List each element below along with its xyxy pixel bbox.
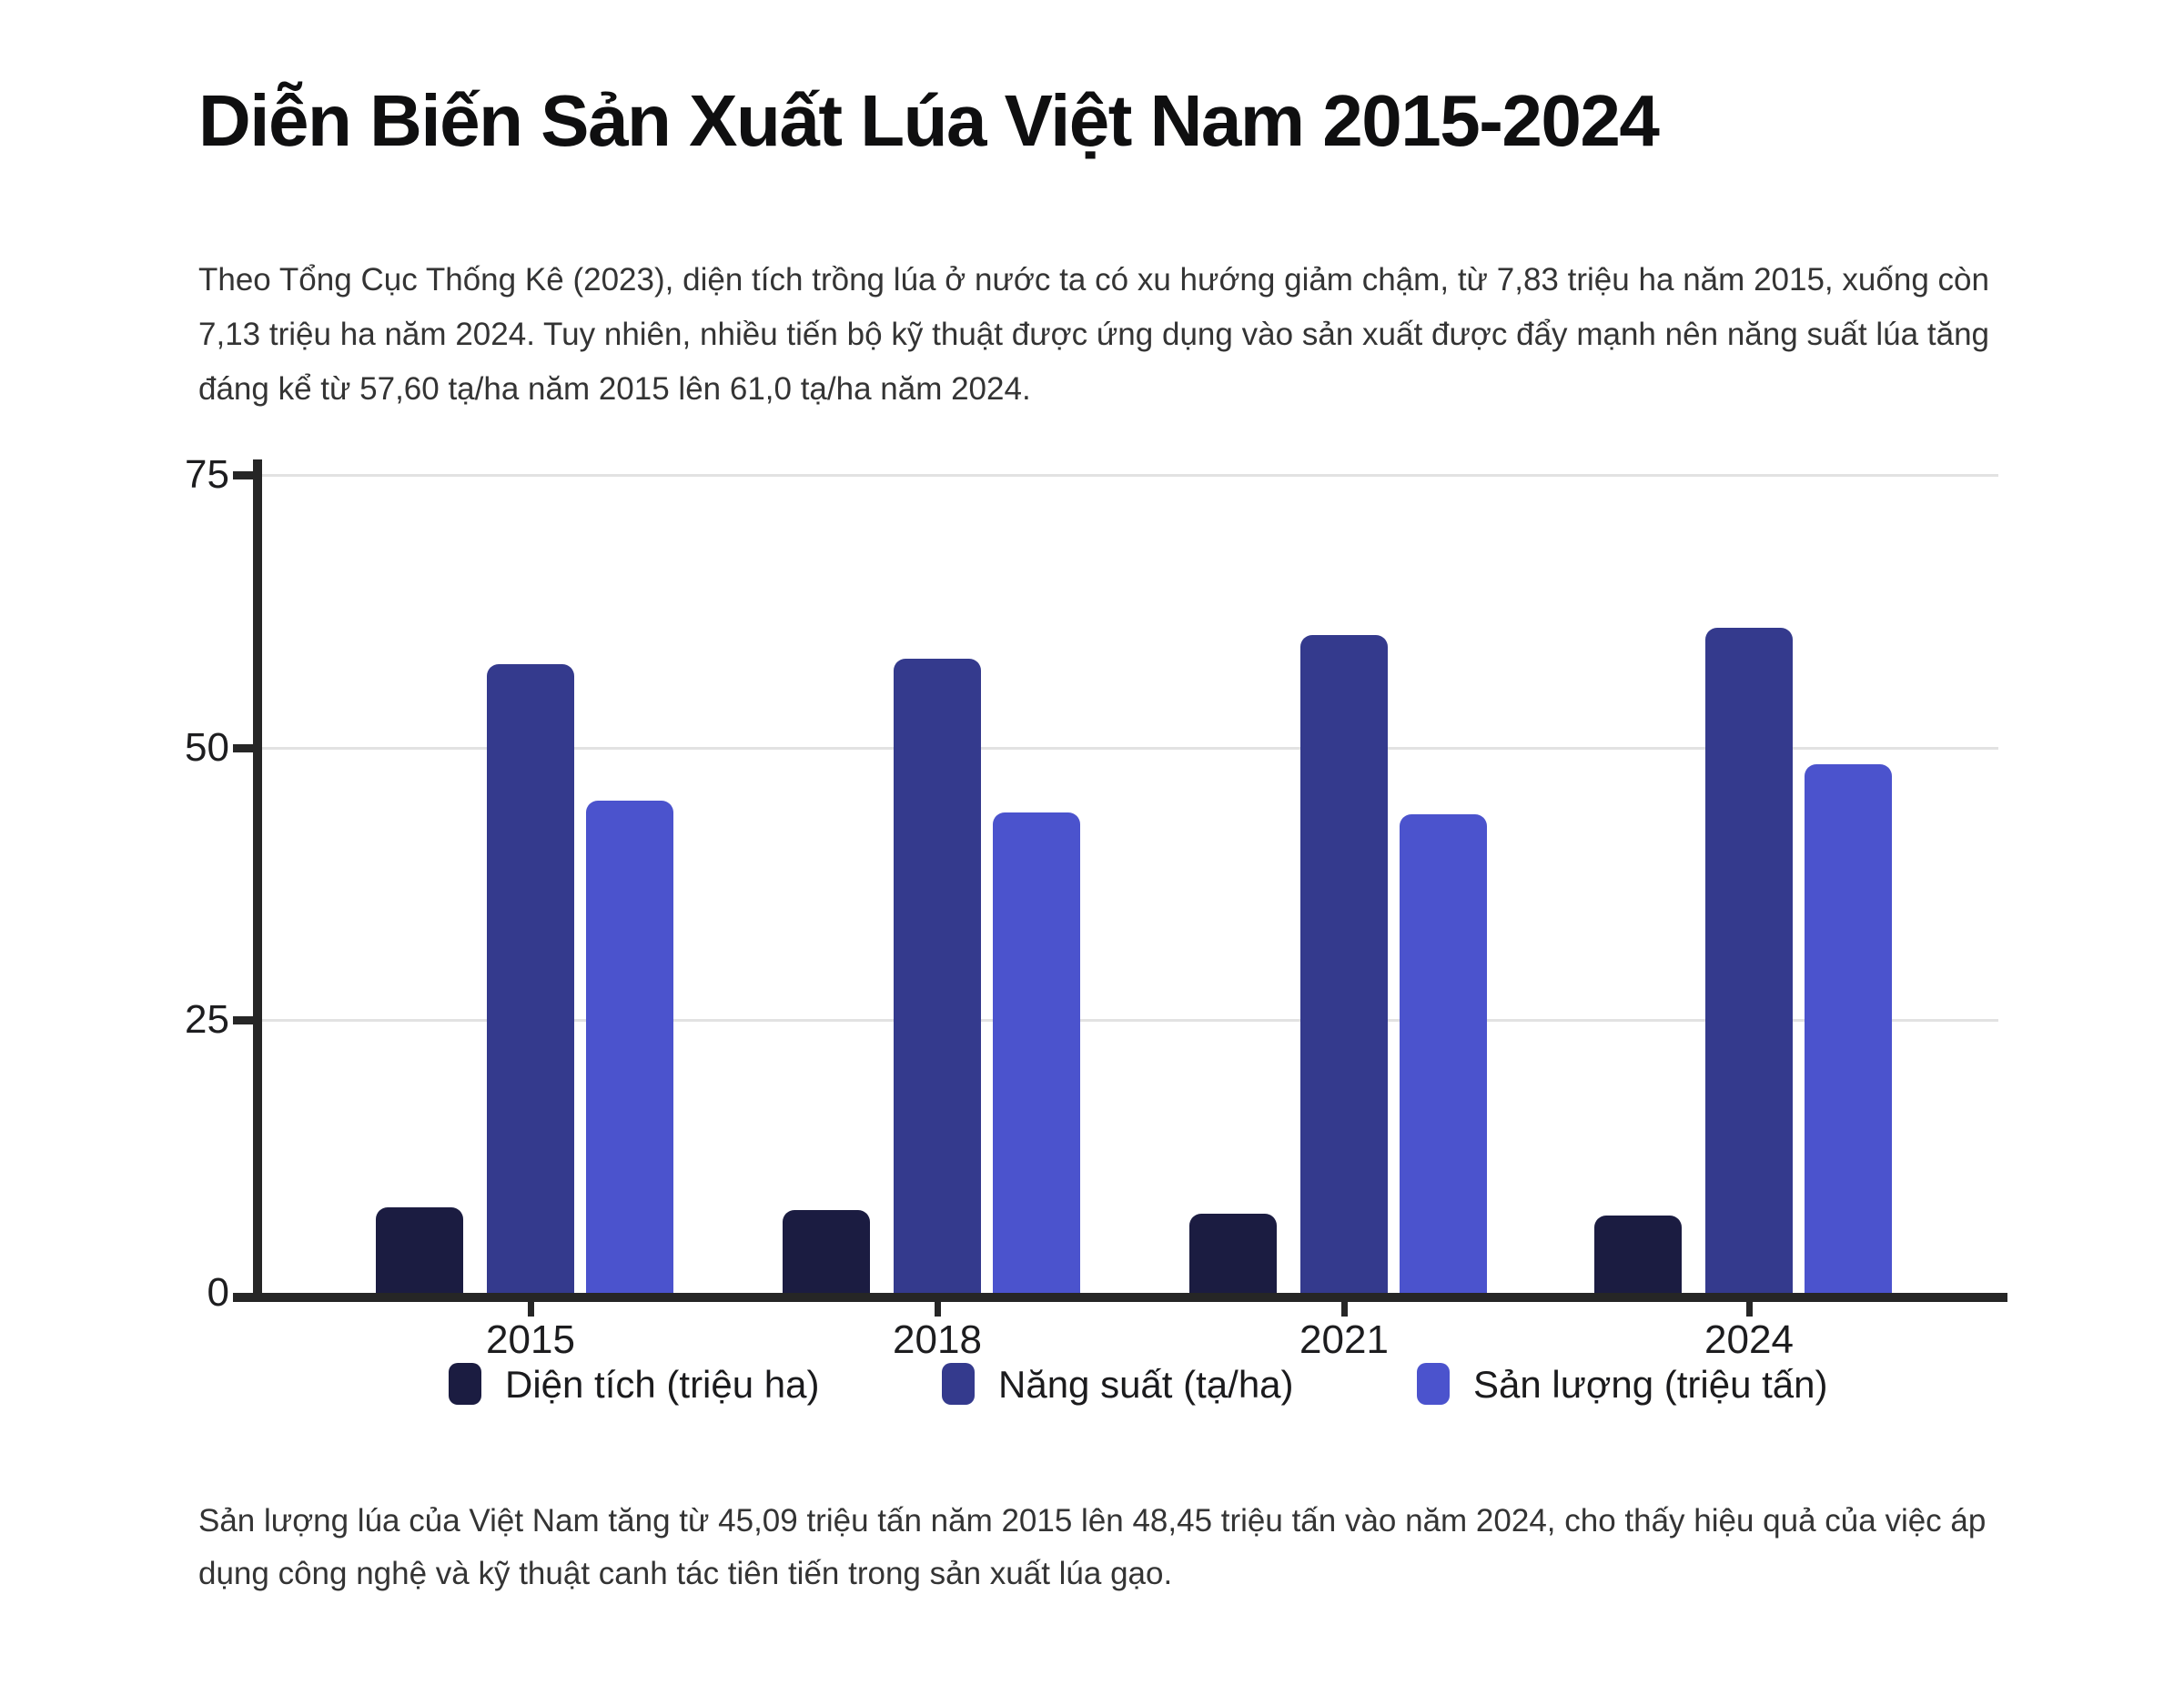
x-tick-label-2015: 2015 <box>486 1317 575 1362</box>
bar-san-luong-2015 <box>586 801 673 1293</box>
y-tick-label-25: 25 <box>185 997 229 1043</box>
legend-label-nang-suat: Năng suất (tạ/ha) <box>998 1363 1294 1406</box>
x-tick-2015 <box>528 1302 534 1317</box>
bar-nang-suat-2024 <box>1705 628 1793 1293</box>
bar-dien-tich-2018 <box>783 1210 870 1293</box>
legend-swatch-nang-suat <box>942 1363 975 1405</box>
bar-nang-suat-2015 <box>487 664 574 1293</box>
bar-dien-tich-2021 <box>1189 1214 1277 1293</box>
gridline-y-75 <box>262 473 1998 477</box>
footer-paragraph: Sản lượng lúa của Việt Nam tăng từ 45,09… <box>198 1503 1987 1591</box>
legend-item-nang-suat: Năng suất (tạ/ha) <box>942 1363 1451 1407</box>
x-tick-2018 <box>935 1302 941 1317</box>
legend-swatch-dien-tich <box>449 1363 481 1405</box>
bar-dien-tich-2024 <box>1594 1216 1682 1293</box>
bar-nang-suat-2021 <box>1300 635 1388 1293</box>
bar-san-luong-2018 <box>993 812 1080 1293</box>
x-tick-2021 <box>1341 1302 1348 1317</box>
y-tick-label-75: 75 <box>185 451 229 497</box>
gridline-y-50 <box>262 746 1998 750</box>
bar-nang-suat-2018 <box>894 659 981 1293</box>
x-axis <box>233 1293 2007 1302</box>
legend-swatch-san-luong <box>1417 1363 1450 1405</box>
y-tick-label-0: 0 <box>207 1270 229 1315</box>
x-tick-2024 <box>1746 1302 1753 1317</box>
y-tick-50 <box>233 743 253 752</box>
intro-paragraph: Theo Tổng Cục Thống Kê (2023), diện tích… <box>198 262 1989 407</box>
legend-item-san-luong: Sản lượng (triệu tấn) <box>1417 1363 1926 1407</box>
x-tick-label-2024: 2024 <box>1704 1317 1794 1362</box>
legend-label-dien-tich: Diện tích (triệu ha) <box>505 1363 820 1406</box>
bar-dien-tich-2015 <box>376 1207 463 1293</box>
bar-san-luong-2024 <box>1805 764 1892 1293</box>
y-tick-25 <box>233 1016 253 1025</box>
x-tick-label-2018: 2018 <box>893 1317 982 1362</box>
page-title: Diễn Biến Sản Xuất Lúa Việt Nam 2015-202… <box>198 80 1660 161</box>
bar-san-luong-2021 <box>1400 814 1487 1293</box>
legend-label-san-luong: Sản lượng (triệu tấn) <box>1473 1363 1828 1406</box>
gridline-y-25 <box>262 1019 1998 1023</box>
y-tick-75 <box>233 470 253 479</box>
legend-item-dien-tich: Diện tích (triệu ha) <box>449 1363 958 1407</box>
y-tick-label-50: 50 <box>185 724 229 770</box>
x-tick-label-2021: 2021 <box>1299 1317 1389 1362</box>
y-axis <box>253 459 262 1302</box>
